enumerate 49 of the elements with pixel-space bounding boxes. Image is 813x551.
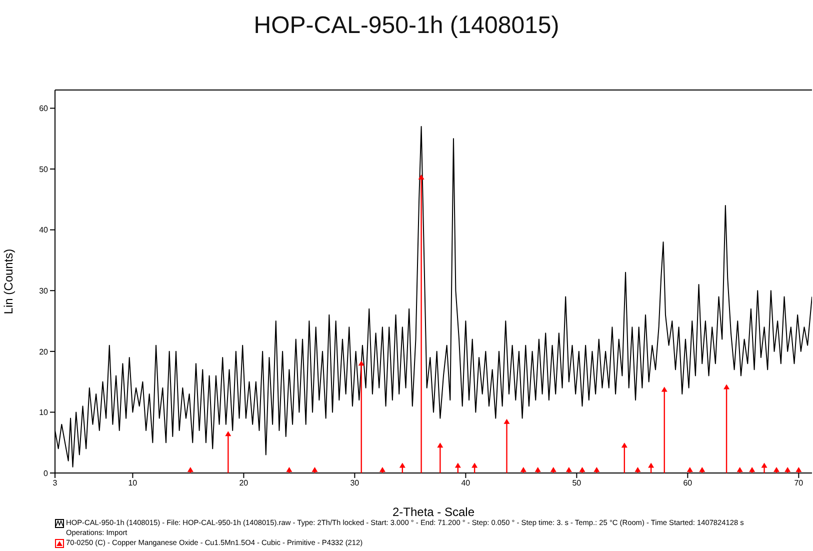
x-tick-label: 30 <box>350 478 360 488</box>
point <box>736 466 743 472</box>
point <box>504 418 510 424</box>
point <box>749 466 756 472</box>
x-tick-label: 3 <box>52 478 58 488</box>
point <box>454 462 461 468</box>
y-tick-label: 50 <box>39 164 49 174</box>
y-axis-title: Lin (Counts) <box>1 248 16 314</box>
chart-title: HOP-CAL-950-1h (1408015) <box>252 12 560 40</box>
point <box>634 466 641 472</box>
point <box>418 174 424 180</box>
y-tick-label: 30 <box>39 286 49 296</box>
point <box>579 466 586 472</box>
point <box>566 466 572 472</box>
point <box>312 466 318 472</box>
x-tick-label: 50 <box>572 478 582 488</box>
point <box>225 431 232 436</box>
point <box>686 466 693 472</box>
point <box>520 466 526 472</box>
x-tick-label: 70 <box>794 478 804 488</box>
x-tick-label: 10 <box>128 478 138 488</box>
point <box>550 466 556 472</box>
point <box>379 466 386 472</box>
y-tick-label: 40 <box>39 226 49 235</box>
point <box>472 462 478 468</box>
point <box>773 466 780 472</box>
x-tick-label: 60 <box>683 478 693 488</box>
point <box>399 462 406 468</box>
point <box>187 466 194 472</box>
point <box>796 466 802 472</box>
point <box>661 386 668 392</box>
point <box>594 466 600 472</box>
point <box>621 442 628 448</box>
y-tick-label: 60 <box>39 104 49 114</box>
x-axis-title: 2-Theta - Scale <box>392 505 475 519</box>
y-tick-label: 0 <box>44 468 49 478</box>
x-tick-label: 40 <box>461 478 471 488</box>
point <box>724 384 730 390</box>
point <box>358 360 364 366</box>
point <box>437 442 444 448</box>
y-tick-label: 20 <box>39 347 49 356</box>
point <box>699 466 706 472</box>
point <box>286 466 292 472</box>
point <box>648 462 654 468</box>
point <box>784 466 791 472</box>
point <box>761 462 768 468</box>
x-tick-label: 20 <box>239 478 249 488</box>
point <box>534 466 541 472</box>
y-tick-label: 10 <box>39 408 49 418</box>
